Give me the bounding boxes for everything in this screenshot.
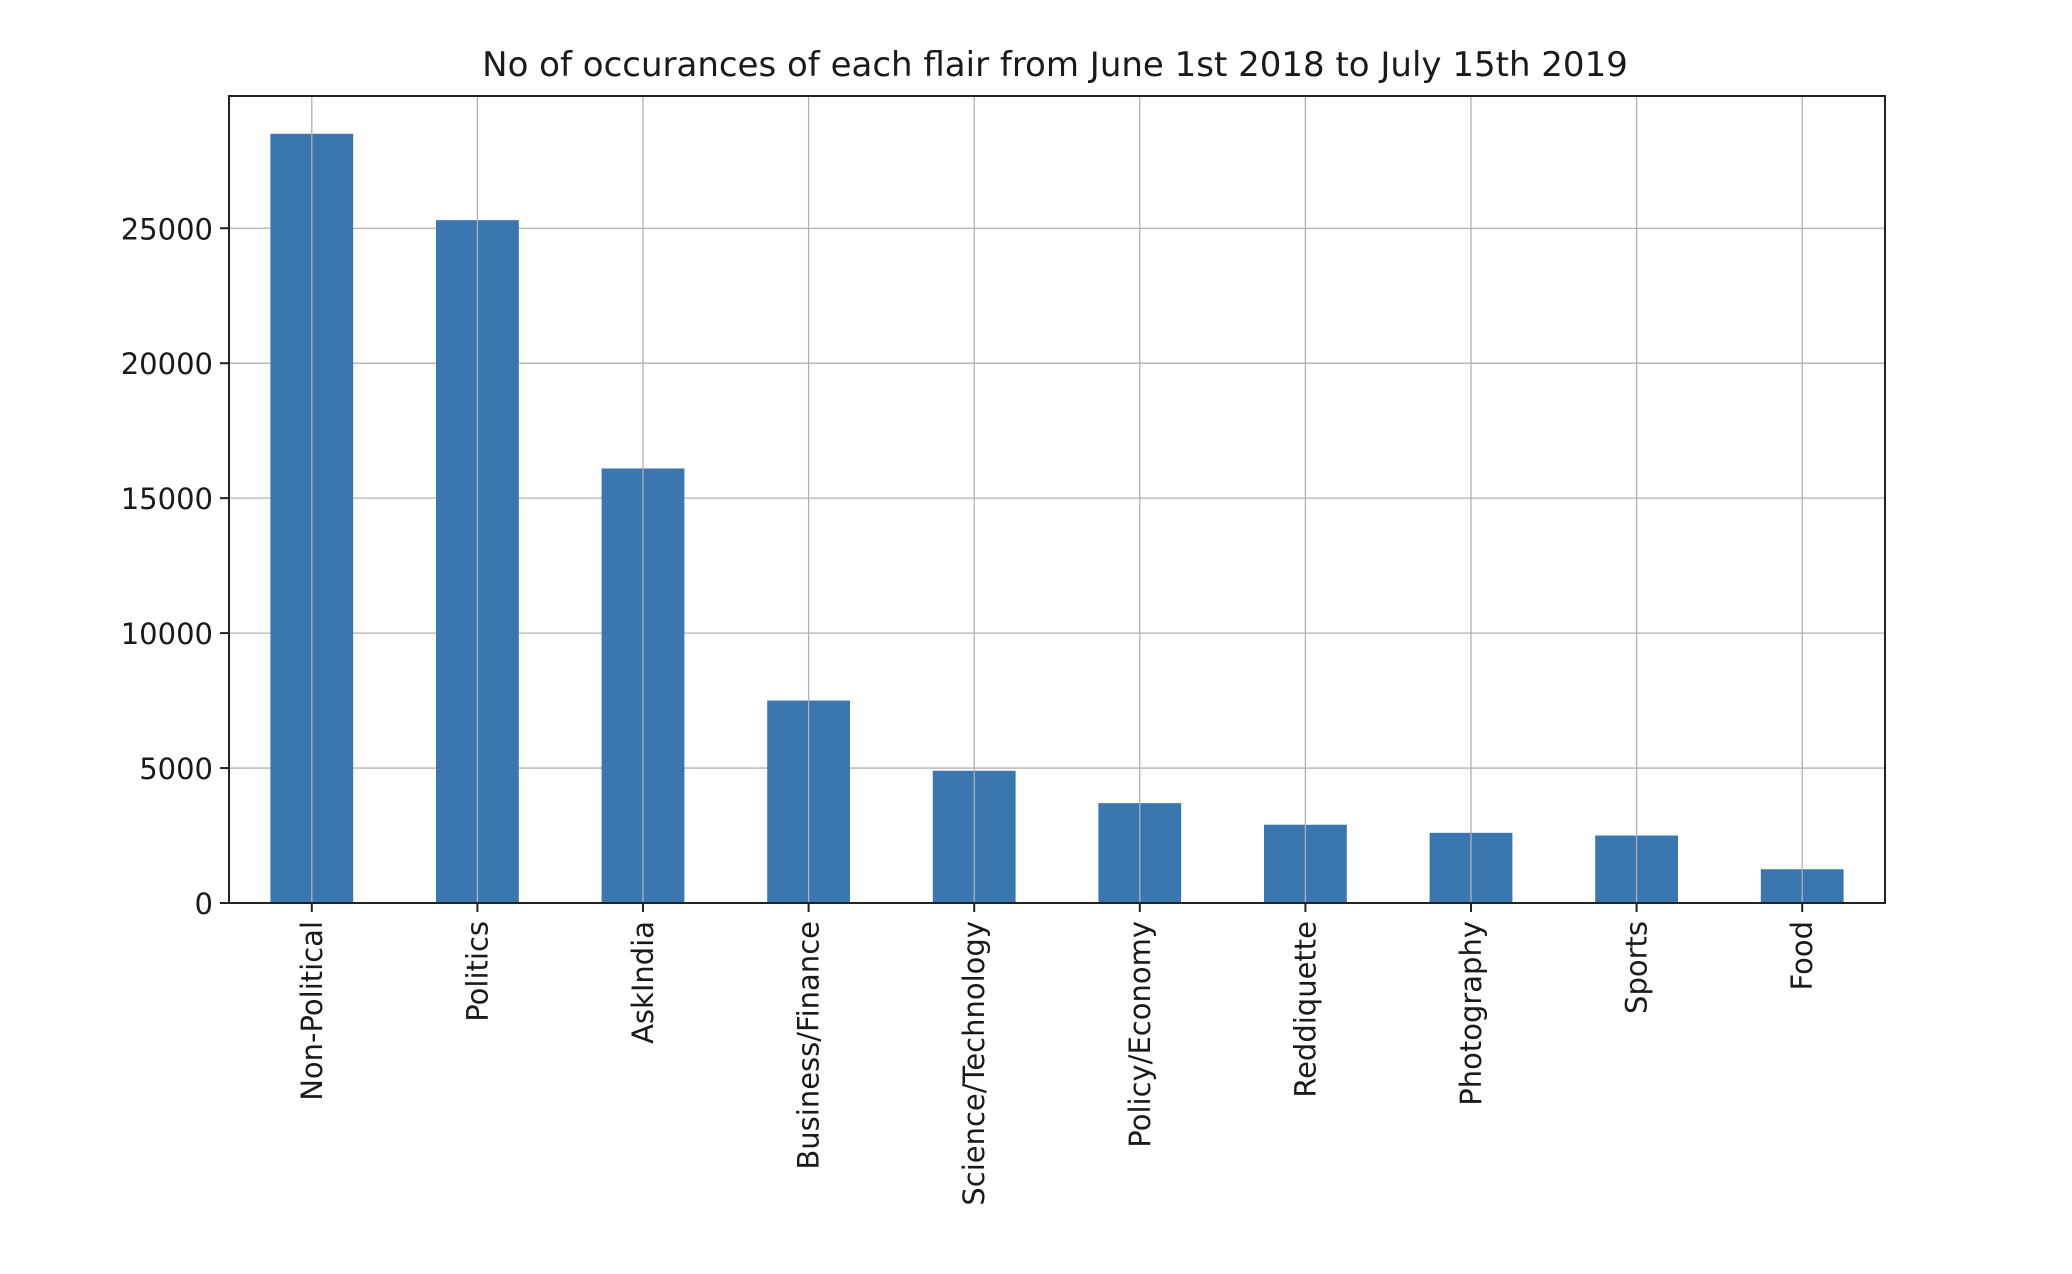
x-tick-label: Business/Finance	[792, 921, 826, 1170]
x-axis: Non-Political Politics AskIndia Business/Fi…	[295, 903, 1819, 1206]
plot-area-frame	[228, 95, 1886, 904]
vertical-grid-overlay	[311, 96, 1803, 903]
x-tick-label: Food	[1785, 921, 1819, 991]
chart-title: No of occurances of each flair from June…	[482, 45, 1628, 85]
y-tick-label: 10000	[121, 617, 213, 651]
x-tick-label: Reddiquette	[1288, 921, 1322, 1098]
y-tick-label: 20000	[121, 347, 213, 381]
x-tick-label: Politics	[460, 921, 494, 1022]
y-tick-label: 25000	[121, 212, 213, 246]
x-tick-label: Science/Technology	[957, 921, 991, 1206]
y-tick-label: 15000	[121, 482, 213, 516]
y-tick-label: 5000	[139, 752, 213, 786]
x-tick-label: AskIndia	[626, 921, 660, 1044]
y-tick-label: 0	[195, 887, 213, 921]
y-axis: 0 5000 10000 15000 20000 25000	[121, 212, 229, 921]
x-tick-label: Non-Political	[295, 921, 329, 1101]
x-tick-label: Policy/Economy	[1123, 921, 1157, 1148]
x-tick-label: Sports	[1620, 921, 1654, 1014]
x-tick-label: Photography	[1454, 921, 1488, 1106]
